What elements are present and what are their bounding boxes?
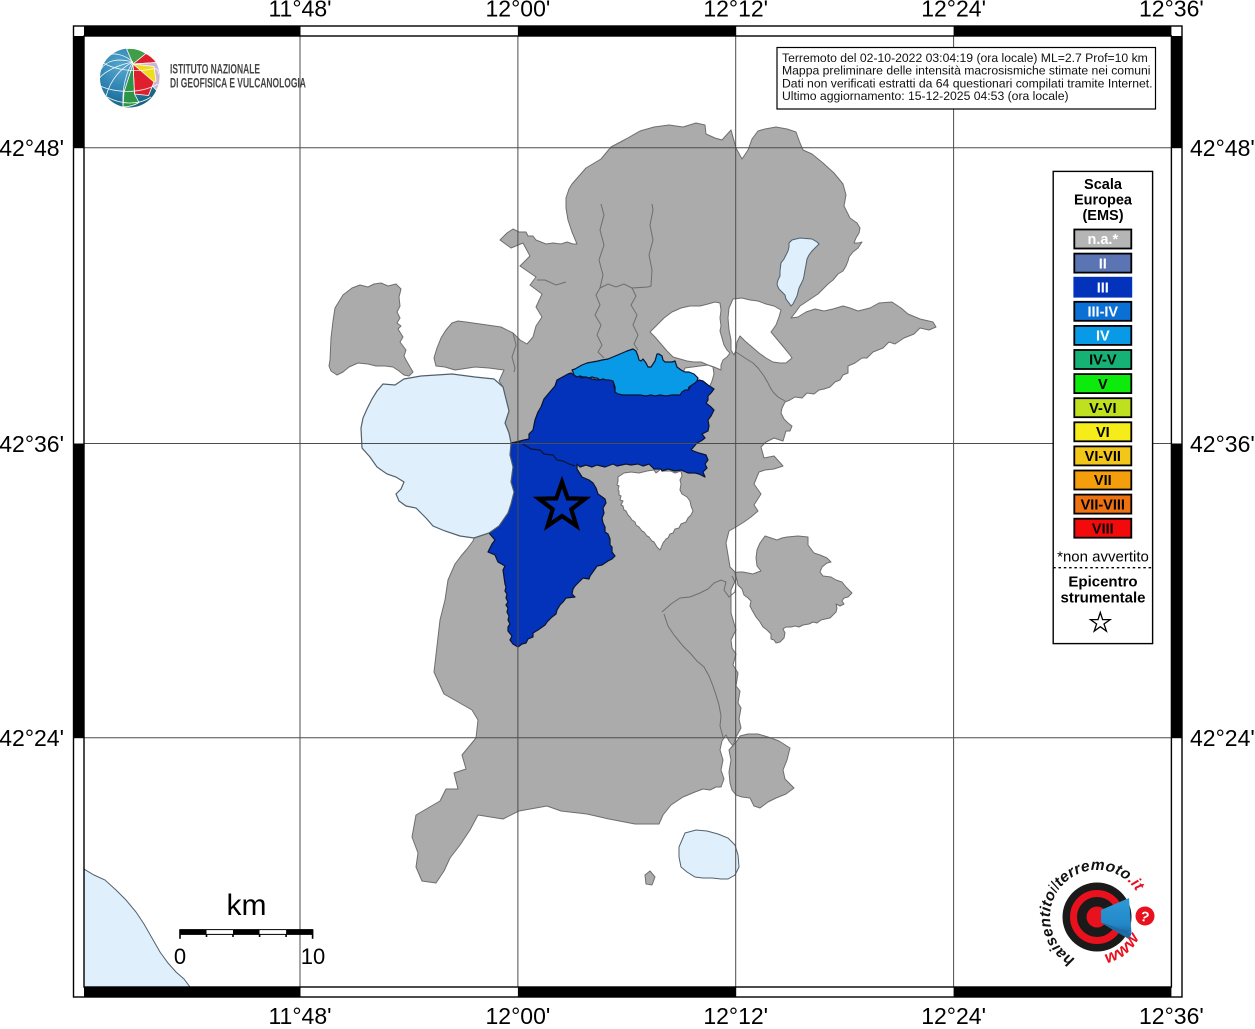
svg-text:Terremoto del 02-10-2022 03:04: Terremoto del 02-10-2022 03:04:19 (ora l… bbox=[782, 51, 1148, 65]
svg-text:42°36': 42°36' bbox=[1190, 431, 1255, 457]
svg-text:VI-VII: VI-VII bbox=[1085, 449, 1121, 465]
svg-text:42°36': 42°36' bbox=[0, 431, 64, 457]
svg-text:VII: VII bbox=[1094, 473, 1112, 489]
svg-text:Europea: Europea bbox=[1074, 193, 1133, 209]
svg-text:ISTITUTO NAZIONALE: ISTITUTO NAZIONALE bbox=[170, 63, 260, 77]
svg-text:(EMS): (EMS) bbox=[1082, 208, 1123, 224]
svg-text:Ultimo aggiornamento: 15-12-20: Ultimo aggiornamento: 15-12-2025 04:53 (… bbox=[782, 89, 1069, 103]
svg-text:Scala: Scala bbox=[1084, 177, 1123, 193]
svg-text:V-VI: V-VI bbox=[1089, 401, 1116, 417]
svg-text:IV: IV bbox=[1096, 329, 1110, 345]
svg-text:12°24': 12°24' bbox=[921, 1003, 986, 1024]
svg-text:VII-VIII: VII-VIII bbox=[1081, 497, 1125, 513]
svg-text:III: III bbox=[1097, 280, 1109, 296]
svg-text:Mappa preliminare delle intens: Mappa preliminare delle intensità macros… bbox=[782, 64, 1151, 78]
svg-text:42°24': 42°24' bbox=[1190, 725, 1255, 751]
svg-text:DI GEOFISICA E VULCANOLOGIA: DI GEOFISICA E VULCANOLOGIA bbox=[170, 77, 306, 91]
svg-text:km: km bbox=[227, 889, 267, 922]
svg-text:n.a.*: n.a.* bbox=[1087, 232, 1118, 248]
svg-text:strumentale: strumentale bbox=[1060, 590, 1145, 607]
svg-text:12°36': 12°36' bbox=[1139, 0, 1204, 22]
svg-text:Dati non verificati estratti d: Dati non verificati estratti da 64 quest… bbox=[782, 76, 1153, 90]
svg-text:Epicentro: Epicentro bbox=[1068, 574, 1137, 591]
svg-text:0: 0 bbox=[174, 944, 186, 969]
svg-text:III-IV: III-IV bbox=[1087, 305, 1118, 321]
svg-text:42°24': 42°24' bbox=[0, 725, 64, 751]
svg-text:IV-V: IV-V bbox=[1089, 353, 1117, 369]
svg-text:VI: VI bbox=[1096, 425, 1110, 441]
svg-text:V: V bbox=[1098, 377, 1108, 393]
svg-text:42°48': 42°48' bbox=[1190, 135, 1255, 161]
svg-text:10: 10 bbox=[301, 944, 325, 969]
svg-text:*non avvertito: *non avvertito bbox=[1057, 549, 1149, 566]
svg-text:11°48': 11°48' bbox=[268, 1003, 331, 1024]
svg-text:12°24': 12°24' bbox=[921, 0, 986, 22]
svg-text:VIII: VIII bbox=[1092, 521, 1114, 537]
svg-text:12°00': 12°00' bbox=[486, 0, 551, 22]
svg-text:?: ? bbox=[1139, 908, 1151, 926]
svg-text:12°12': 12°12' bbox=[703, 1003, 768, 1024]
svg-text:12°00': 12°00' bbox=[486, 1003, 551, 1024]
svg-text:II: II bbox=[1099, 256, 1107, 272]
svg-text:12°12': 12°12' bbox=[703, 0, 768, 22]
svg-text:42°48': 42°48' bbox=[0, 135, 64, 161]
svg-text:12°36': 12°36' bbox=[1139, 1003, 1204, 1024]
svg-text:11°48': 11°48' bbox=[268, 0, 331, 22]
